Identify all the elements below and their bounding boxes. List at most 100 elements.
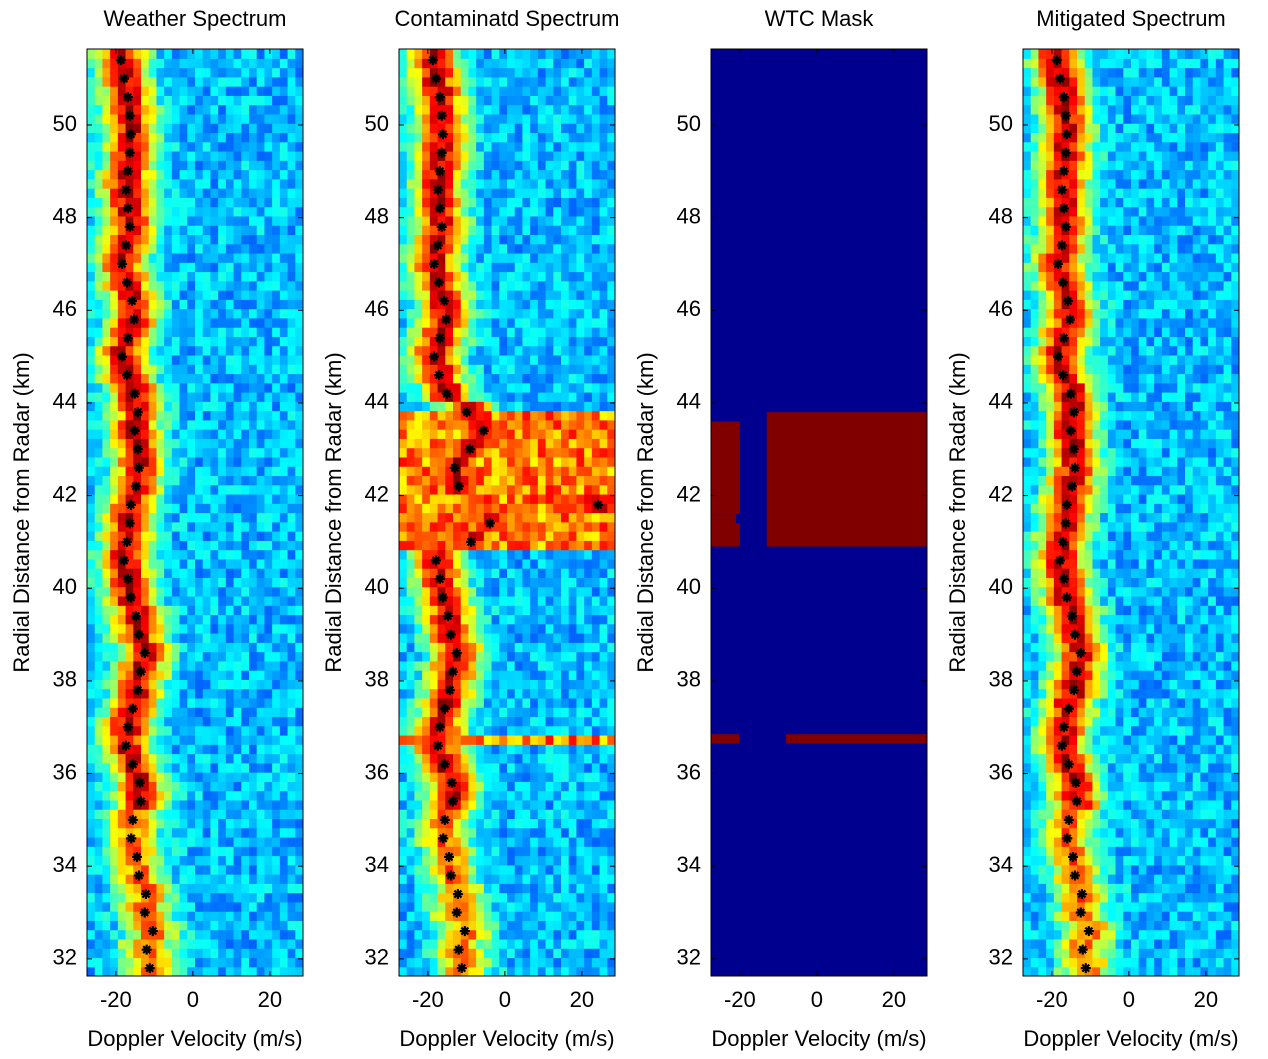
spectrum-cell: [241, 68, 249, 78]
spectrum-cell: [453, 281, 461, 291]
spectrum-cell: [141, 855, 149, 865]
spectrum-cell: [414, 392, 422, 402]
spectrum-cell: [172, 77, 180, 87]
spectrum-cell: [295, 58, 303, 68]
spectrum-cell: [288, 281, 296, 291]
spectrum-cell: [164, 429, 172, 439]
spectrum-cell: [561, 716, 569, 726]
spectrum-cell: [156, 883, 164, 893]
spectrum-cell: [95, 828, 103, 838]
spectrum-cell: [203, 160, 211, 170]
spectrum-cell: [187, 679, 195, 689]
spectrum-cell: [561, 513, 569, 523]
spectrum-cell: [180, 142, 188, 152]
spectrum-cell: [234, 466, 242, 476]
spectrum-cell: [203, 744, 211, 754]
spectrum-cell: [422, 466, 430, 476]
spectrum-cell: [164, 346, 172, 356]
spectrum-cell: [484, 290, 492, 300]
spectrum-cell: [257, 151, 265, 161]
spectrum-cell: [257, 791, 265, 801]
spectrum-cell: [164, 846, 172, 856]
spectrum-cell: [110, 531, 118, 541]
spectrum-cell: [118, 754, 126, 764]
spectrum-cell: [164, 957, 172, 967]
spectrum-cell: [210, 522, 218, 532]
spectrum-cell: [499, 318, 507, 328]
spectrum-cell: [87, 160, 95, 170]
spectrum-cell: [272, 77, 280, 87]
spectrum-cell: [453, 346, 461, 356]
spectrum-cell: [172, 401, 180, 411]
spectrum-cell: [164, 791, 172, 801]
spectrum-cell: [453, 679, 461, 689]
spectrum-cell: [241, 716, 249, 726]
spectrum-cell: [430, 948, 438, 958]
spectrum-cell: [203, 828, 211, 838]
spectrum-cell: [414, 948, 422, 958]
spectrum-cell: [561, 299, 569, 309]
spectrum-cell: [515, 689, 523, 699]
spectrum-cell: [399, 392, 407, 402]
spectrum-cell: [241, 707, 249, 717]
spectrum-cell: [280, 271, 288, 281]
spectrum-cell: [576, 281, 584, 291]
spectrum-cell: [118, 420, 126, 430]
spectrum-cell: [102, 271, 110, 281]
spectrum-cell: [110, 299, 118, 309]
spectrum-cell: [249, 336, 257, 346]
spectrum-cell: [461, 336, 469, 346]
spectrum-cell: [118, 911, 126, 921]
spectrum-cell: [226, 698, 234, 708]
spectrum-cell: [203, 262, 211, 272]
spectrum-cell: [226, 494, 234, 504]
spectrum-cell: [295, 624, 303, 634]
spectrum-cell: [249, 707, 257, 717]
spectrum-cell: [218, 614, 226, 624]
spectrum-cell: [561, 791, 569, 801]
spectrum-cell: [584, 837, 592, 847]
ridge-point: [121, 741, 131, 751]
spectrum-cell: [272, 624, 280, 634]
spectrum-cell: [538, 661, 546, 671]
spectrum-cell: [295, 883, 303, 893]
spectrum-cell: [164, 105, 172, 115]
y-tick-label: 38: [53, 667, 77, 692]
spectrum-cell: [264, 234, 272, 244]
spectrum-cell: [203, 957, 211, 967]
spectrum-cell: [156, 679, 164, 689]
spectrum-cell: [249, 559, 257, 569]
spectrum-cell: [272, 522, 280, 532]
spectrum-cell: [280, 587, 288, 597]
spectrum-cell: [133, 170, 141, 180]
spectrum-cell: [264, 828, 272, 838]
spectrum-cell: [538, 448, 546, 458]
spectrum-cell: [126, 920, 134, 930]
spectrum-cell: [422, 874, 430, 884]
spectrum-cell: [149, 652, 157, 662]
spectrum-cell: [141, 383, 149, 393]
spectrum-cell: [264, 77, 272, 87]
spectrum-cell: [110, 661, 118, 671]
spectrum-cell: [546, 364, 554, 374]
spectrum-cell: [156, 216, 164, 226]
spectrum-cell: [87, 448, 95, 458]
spectrum-cell: [561, 355, 569, 365]
spectrum-cell: [102, 948, 110, 958]
spectrum-cell: [241, 253, 249, 263]
spectrum-cell: [126, 457, 134, 467]
spectrum-cell: [507, 763, 515, 773]
spectrum-cell: [569, 485, 577, 495]
spectrum-cell: [203, 151, 211, 161]
spectrum-cell: [280, 457, 288, 467]
spectrum-cell: [295, 837, 303, 847]
spectrum-cell: [172, 383, 180, 393]
spectrum-cell: [156, 605, 164, 615]
spectrum-cell: [461, 652, 469, 662]
spectrum-cell: [102, 355, 110, 365]
spectrum-cell: [430, 401, 438, 411]
spectrum-cell: [257, 355, 265, 365]
spectrum-cell: [484, 883, 492, 893]
spectrum-cell: [87, 689, 95, 699]
spectrum-cell: [149, 763, 157, 773]
